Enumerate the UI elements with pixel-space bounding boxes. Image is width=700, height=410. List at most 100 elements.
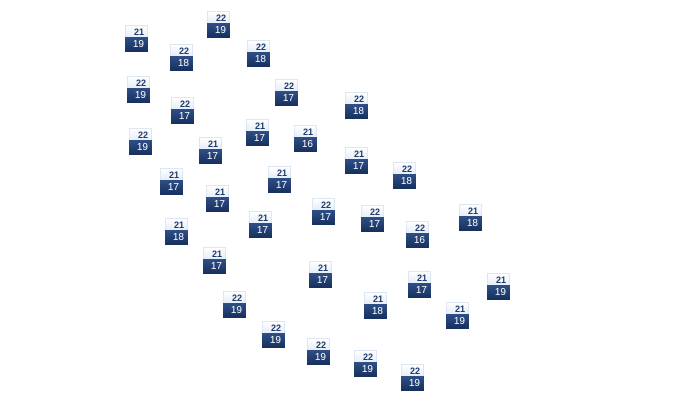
low-temperature: 18 (364, 304, 387, 319)
high-temperature: 22 (275, 79, 298, 91)
high-temperature: 22 (406, 221, 429, 233)
low-temperature: 17 (268, 178, 291, 193)
low-temperature: 19 (125, 37, 148, 52)
low-temperature: 17 (309, 273, 332, 288)
low-temperature: 17 (275, 91, 298, 106)
temperature-marker[interactable]: 21 17 (203, 247, 226, 274)
low-temperature: 18 (345, 104, 368, 119)
temperature-marker[interactable]: 21 16 (294, 125, 317, 152)
high-temperature: 21 (364, 292, 387, 304)
high-temperature: 22 (307, 338, 330, 350)
temperature-marker[interactable]: 22 19 (129, 128, 152, 155)
temperature-marker[interactable]: 22 19 (354, 350, 377, 377)
high-temperature: 21 (345, 147, 368, 159)
low-temperature: 19 (207, 23, 230, 38)
temperature-marker[interactable]: 21 18 (459, 204, 482, 231)
temperature-marker[interactable]: 22 19 (262, 321, 285, 348)
temperature-marker[interactable]: 21 19 (487, 273, 510, 300)
high-temperature: 21 (160, 168, 183, 180)
low-temperature: 17 (203, 259, 226, 274)
temperature-marker[interactable]: 21 17 (408, 271, 431, 298)
temperature-marker[interactable]: 21 18 (165, 218, 188, 245)
low-temperature: 19 (129, 140, 152, 155)
high-temperature: 22 (171, 97, 194, 109)
high-temperature: 21 (408, 271, 431, 283)
temperature-marker[interactable]: 22 18 (393, 162, 416, 189)
temperature-marker[interactable]: 21 18 (364, 292, 387, 319)
temperature-marker[interactable]: 21 17 (246, 119, 269, 146)
temperature-marker[interactable]: 22 19 (223, 291, 246, 318)
temperature-marker[interactable]: 21 19 (446, 302, 469, 329)
low-temperature: 17 (171, 109, 194, 124)
temperature-marker[interactable]: 22 19 (401, 364, 424, 391)
temperature-marker[interactable]: 21 17 (268, 166, 291, 193)
high-temperature: 22 (312, 198, 335, 210)
temperature-marker[interactable]: 21 17 (345, 147, 368, 174)
temperature-marker[interactable]: 22 16 (406, 221, 429, 248)
low-temperature: 17 (345, 159, 368, 174)
high-temperature: 21 (268, 166, 291, 178)
temperature-marker[interactable]: 22 19 (127, 76, 150, 103)
low-temperature: 17 (199, 149, 222, 164)
high-temperature: 21 (246, 119, 269, 131)
low-temperature: 17 (246, 131, 269, 146)
low-temperature: 19 (354, 362, 377, 377)
temperature-marker[interactable]: 21 17 (206, 185, 229, 212)
temperature-marker[interactable]: 21 17 (160, 168, 183, 195)
high-temperature: 22 (393, 162, 416, 174)
high-temperature: 22 (207, 11, 230, 23)
high-temperature: 22 (345, 92, 368, 104)
temperature-marker[interactable]: 22 19 (207, 11, 230, 38)
high-temperature: 22 (129, 128, 152, 140)
temperature-marker[interactable]: 22 18 (170, 44, 193, 71)
low-temperature: 19 (487, 285, 510, 300)
temperature-marker[interactable]: 21 19 (125, 25, 148, 52)
high-temperature: 22 (127, 76, 150, 88)
high-temperature: 21 (446, 302, 469, 314)
high-temperature: 22 (170, 44, 193, 56)
temperature-marker[interactable]: 21 17 (199, 137, 222, 164)
temperature-marker[interactable]: 22 17 (171, 97, 194, 124)
temperature-marker[interactable]: 22 17 (361, 205, 384, 232)
low-temperature: 19 (223, 303, 246, 318)
temperature-marker[interactable]: 21 17 (249, 211, 272, 238)
high-temperature: 22 (401, 364, 424, 376)
low-temperature: 17 (361, 217, 384, 232)
temperature-marker[interactable]: 22 17 (275, 79, 298, 106)
low-temperature: 19 (307, 350, 330, 365)
high-temperature: 21 (487, 273, 510, 285)
low-temperature: 16 (294, 137, 317, 152)
high-temperature: 21 (165, 218, 188, 230)
low-temperature: 17 (249, 223, 272, 238)
high-temperature: 21 (294, 125, 317, 137)
high-temperature: 22 (262, 321, 285, 333)
temperature-marker[interactable]: 22 18 (247, 40, 270, 67)
high-temperature: 22 (247, 40, 270, 52)
low-temperature: 17 (312, 210, 335, 225)
low-temperature: 19 (401, 376, 424, 391)
low-temperature: 17 (206, 197, 229, 212)
high-temperature: 21 (203, 247, 226, 259)
high-temperature: 22 (223, 291, 246, 303)
temperature-marker[interactable]: 22 17 (312, 198, 335, 225)
low-temperature: 18 (247, 52, 270, 67)
low-temperature: 19 (262, 333, 285, 348)
low-temperature: 17 (408, 283, 431, 298)
low-temperature: 18 (459, 216, 482, 231)
temperature-marker[interactable]: 22 18 (345, 92, 368, 119)
low-temperature: 18 (393, 174, 416, 189)
temperature-marker[interactable]: 21 17 (309, 261, 332, 288)
high-temperature: 21 (249, 211, 272, 223)
temperature-marker[interactable]: 22 19 (307, 338, 330, 365)
high-temperature: 22 (361, 205, 384, 217)
high-temperature: 21 (309, 261, 332, 273)
high-temperature: 21 (199, 137, 222, 149)
high-temperature: 21 (459, 204, 482, 216)
low-temperature: 19 (127, 88, 150, 103)
low-temperature: 19 (446, 314, 469, 329)
low-temperature: 18 (165, 230, 188, 245)
high-temperature: 21 (125, 25, 148, 37)
low-temperature: 16 (406, 233, 429, 248)
low-temperature: 17 (160, 180, 183, 195)
